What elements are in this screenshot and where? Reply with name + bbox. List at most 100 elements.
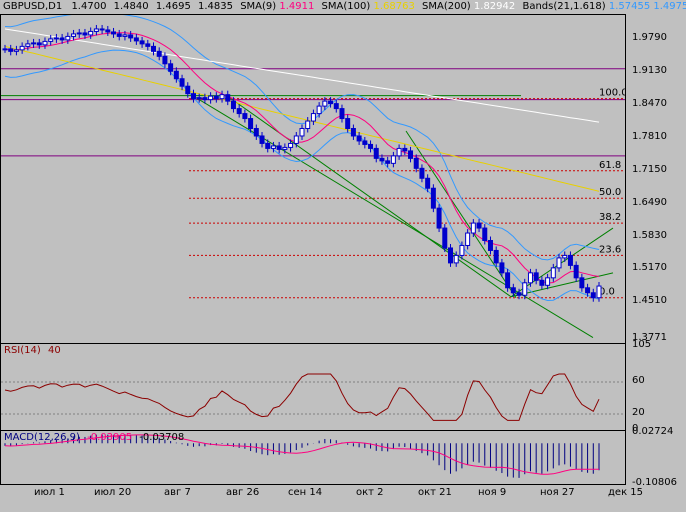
candle-body <box>453 254 459 264</box>
rsi-line <box>4 373 600 421</box>
price-axis-label: 1.9130 <box>632 65 667 77</box>
chart-header: GBPUSD,D1 1.4700 1.4840 1.4695 1.4835 SM… <box>3 1 686 12</box>
sma9-label: SMA(9) <box>240 1 277 12</box>
candle-body <box>322 100 328 107</box>
candle-body <box>82 32 88 36</box>
bands-label: Bands(21,1.618) <box>522 1 606 12</box>
sma200-line <box>4 28 600 123</box>
price-chart: 100.0 61.8 50.0 38.2 23.6 0.0 <box>1 15 626 338</box>
candle-body <box>185 85 191 95</box>
candle-body <box>425 177 431 189</box>
candle-body <box>99 28 105 31</box>
macd-axis-label: 0.02724 <box>632 426 674 437</box>
candle-body <box>213 95 219 100</box>
candle-body <box>299 128 305 137</box>
candle-body <box>265 142 271 149</box>
candle-body <box>145 43 151 47</box>
sma100-label: SMA(100) <box>321 1 371 12</box>
candle-body <box>510 287 516 294</box>
candle-body <box>288 142 294 148</box>
candle-body <box>122 34 128 37</box>
candle-body <box>173 70 179 80</box>
candle-body <box>499 262 505 274</box>
price-axis-label: 1.8470 <box>632 98 667 110</box>
candle-body <box>556 257 562 269</box>
candle-body <box>596 285 602 299</box>
candle-body <box>448 247 453 264</box>
fib-level-label: 38.2 <box>599 212 621 223</box>
candle-body <box>339 108 345 120</box>
candle-body <box>333 103 339 110</box>
candle-body <box>522 282 528 296</box>
open-value: 1.4700 <box>71 1 107 12</box>
candle-body <box>316 105 322 115</box>
price-pane[interactable]: 100.0 61.8 50.0 38.2 23.6 0.0 <box>0 14 626 344</box>
fib-level-label: 50.0 <box>599 187 621 198</box>
candle-body <box>459 244 465 256</box>
symbol-label: GBPUSD,D1 <box>3 1 63 12</box>
candle-body <box>13 49 19 52</box>
rsi-pane[interactable]: RSI(14) 40 <box>0 343 626 431</box>
candle-body <box>585 287 591 294</box>
candle-body <box>470 222 476 234</box>
macd-value2: -0.03708 <box>139 432 185 443</box>
candle-body <box>579 277 585 289</box>
candle-body <box>516 292 522 296</box>
candle-body <box>105 29 111 33</box>
price-axis-label: 1.6490 <box>632 196 667 208</box>
candle-body <box>356 135 362 142</box>
candle-body <box>36 42 42 46</box>
macd-value1: -0.03905 <box>87 432 133 443</box>
candle-body <box>562 254 568 259</box>
fib-level-label: 100.0 <box>599 88 626 99</box>
date-axis-label: июл 1 <box>34 487 65 498</box>
candle-body <box>253 128 259 137</box>
candle-body <box>196 97 202 100</box>
candle-body <box>168 63 174 72</box>
candle-body <box>419 167 425 179</box>
candle-body <box>408 150 414 159</box>
candle-body <box>482 227 488 241</box>
candle-body <box>293 135 299 144</box>
date-axis-label: ноя 27 <box>540 487 575 498</box>
candle-body <box>487 239 493 251</box>
candle-body <box>156 50 162 57</box>
candle-body <box>139 40 145 45</box>
candle-body <box>567 254 573 266</box>
close-value: 1.4835 <box>198 1 233 12</box>
candle-body <box>71 33 77 37</box>
date-axis-label: дек 15 <box>608 487 644 498</box>
candle-body <box>328 100 334 105</box>
rsi-axis-label: 60 <box>632 375 645 386</box>
candle-body <box>42 40 48 46</box>
price-axis-label: 1.4510 <box>632 295 667 307</box>
macd-pane[interactable]: MACD(12,26,9) -0.03905 -0.03708 <box>0 430 626 485</box>
macd-label: MACD(12,26,9) <box>4 432 80 443</box>
rsi-title: RSI(14) 40 <box>4 345 61 356</box>
sma9-line <box>4 32 600 284</box>
candle-body <box>430 187 436 209</box>
candle-body <box>476 222 482 229</box>
candle-body <box>493 249 499 264</box>
candle-body <box>539 279 545 286</box>
price-axis-label: 1.9790 <box>632 32 667 44</box>
candle-body <box>545 277 551 286</box>
rsi-value: 40 <box>47 345 61 356</box>
date-axis-label: ноя 9 <box>478 487 507 498</box>
price-axis-label: 1.5170 <box>632 262 667 274</box>
candle-body <box>219 94 225 100</box>
candle-body <box>48 38 54 42</box>
candle-body <box>436 207 442 229</box>
date-axis-label: авг 26 <box>226 487 260 498</box>
sma200-value: 1.82942 <box>473 1 516 12</box>
date-axis-label: авг 7 <box>164 487 191 498</box>
price-axis-label: 1.7810 <box>632 130 667 142</box>
candle-body <box>111 31 117 35</box>
sma100-value: 1.68763 <box>373 1 415 12</box>
candle-body <box>248 118 254 130</box>
candle-body <box>350 128 356 137</box>
candle-body <box>282 146 288 150</box>
candle-body <box>305 120 311 130</box>
rsi-label: RSI(14) <box>4 345 41 356</box>
